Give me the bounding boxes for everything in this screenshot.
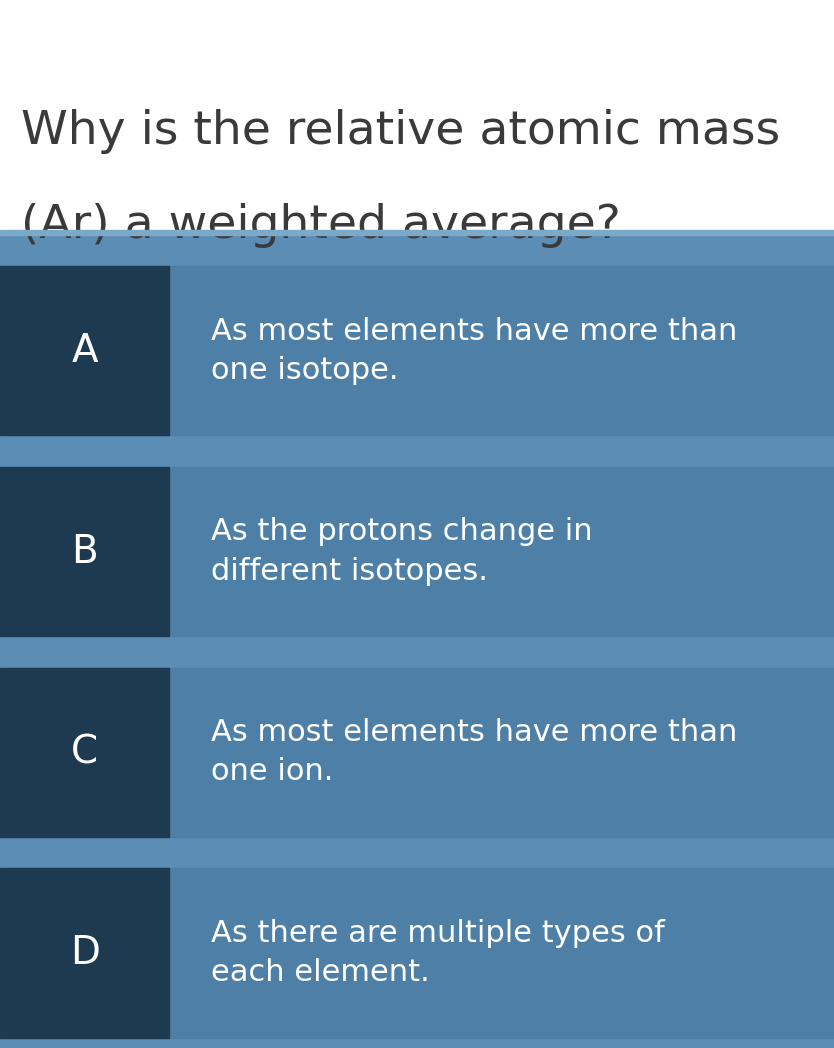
Bar [0,235,834,1048]
Bar [0,668,834,836]
Bar [0,668,169,836]
Bar [0,266,169,436]
Bar [0,467,834,636]
Text: As the protons change in
different isotopes.: As the protons change in different isoto… [211,518,593,586]
Text: Why is the relative atomic mass: Why is the relative atomic mass [21,109,780,153]
Text: As most elements have more than
one isotope.: As most elements have more than one isot… [211,316,737,385]
Bar [0,266,834,436]
Text: As most elements have more than
one ion.: As most elements have more than one ion. [211,718,737,786]
Bar [0,0,834,230]
Text: (Ar) a weighted average?: (Ar) a weighted average? [21,203,620,247]
Text: A: A [72,332,98,370]
Bar [0,230,834,235]
Text: B: B [71,532,98,570]
Text: C: C [71,734,98,771]
Bar [0,467,169,636]
Text: D: D [70,934,99,971]
Bar [0,868,834,1038]
Bar [0,868,169,1038]
Text: As there are multiple types of
each element.: As there are multiple types of each elem… [211,919,665,987]
